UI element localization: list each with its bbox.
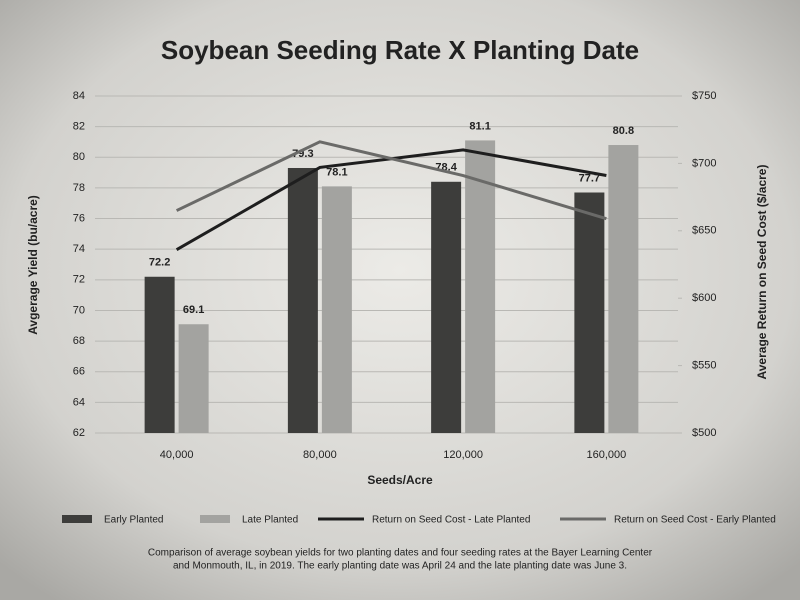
chart-title: Soybean Seeding Rate X Planting Date: [161, 35, 639, 65]
y2-tick-label: $700: [692, 157, 716, 169]
legend-label: Return on Seed Cost - Late Planted: [372, 515, 530, 526]
x-tick-label: 40,000: [160, 449, 194, 461]
x-tick-label: 120,000: [443, 449, 483, 461]
bar: [144, 276, 175, 433]
y2-tick-label: $600: [692, 292, 716, 304]
y2-axis-label: Average Return on Seed Cost ($/acre): [755, 165, 769, 380]
y-tick-label: 64: [73, 396, 85, 408]
caption: and Monmouth, IL, in 2019. The early pla…: [173, 561, 627, 572]
x-tick-label: 80,000: [303, 449, 337, 461]
y-tick-label: 78: [73, 182, 85, 194]
legend-label: Return on Seed Cost - Early Planted: [614, 515, 776, 526]
data-label: 69.1: [183, 304, 204, 316]
legend-label: Late Planted: [242, 515, 298, 526]
y-tick-label: 66: [73, 366, 85, 378]
y-tick-label: 76: [73, 212, 85, 224]
y-axis-label: Avgerage Yield (bu/acre): [26, 195, 40, 335]
data-label: 80.8: [613, 125, 634, 137]
caption: Comparison of average soybean yields for…: [148, 548, 653, 559]
bar: [178, 324, 209, 433]
legend-label: Early Planted: [104, 515, 163, 526]
y-tick-label: 62: [73, 427, 85, 439]
bar: [465, 140, 496, 433]
x-axis-label: Seeds/Acre: [367, 473, 433, 487]
data-label: 77.7: [579, 172, 600, 184]
data-label: 81.1: [469, 120, 490, 132]
bar: [431, 181, 462, 433]
y2-tick-label: $750: [692, 90, 716, 102]
legend-swatch: [200, 515, 230, 523]
x-tick-label: 160,000: [586, 449, 626, 461]
bar: [321, 186, 352, 433]
y2-tick-label: $550: [692, 360, 716, 372]
bar: [287, 167, 318, 433]
data-label: 78.1: [326, 166, 347, 178]
y2-tick-label: $650: [692, 225, 716, 237]
legend-swatch: [62, 515, 92, 523]
y-tick-label: 72: [73, 274, 85, 286]
y-tick-label: 82: [73, 121, 85, 133]
y2-tick-label: $500: [692, 427, 716, 439]
line: [175, 140, 607, 221]
y-tick-label: 80: [73, 151, 85, 163]
y-tick-label: 70: [73, 304, 85, 316]
data-label: 72.2: [149, 257, 170, 269]
bar: [608, 145, 639, 433]
y-tick-label: 84: [73, 90, 85, 102]
y-tick-label: 74: [73, 243, 85, 255]
y-tick-label: 68: [73, 335, 85, 347]
bar: [574, 192, 605, 433]
